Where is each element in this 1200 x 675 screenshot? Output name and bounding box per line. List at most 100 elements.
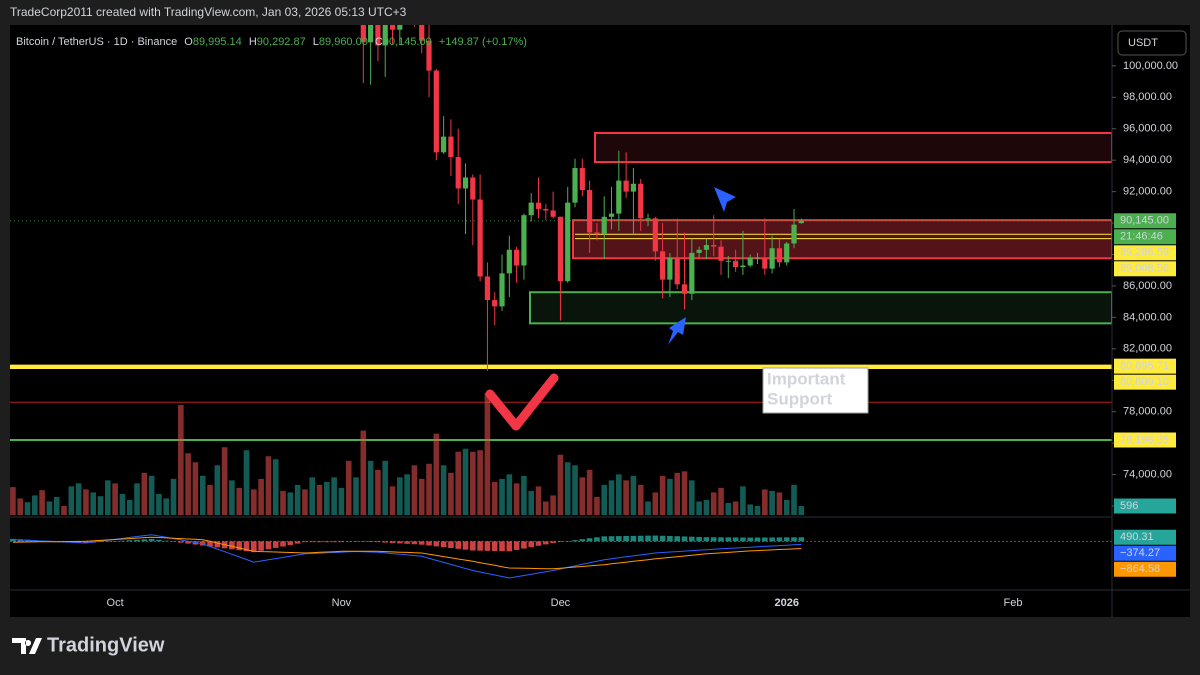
macd-histogram-bar — [331, 541, 337, 543]
macd-histogram-bar — [411, 541, 418, 545]
y-tick-label: 100,000.00 — [1123, 60, 1178, 72]
volume-bar — [156, 493, 162, 515]
volume-bar — [564, 462, 571, 515]
volume-bar — [148, 475, 155, 515]
volume-bar — [652, 492, 659, 515]
candle-body — [572, 168, 578, 203]
volume-bar — [360, 430, 367, 515]
macd-histogram-bar — [630, 535, 637, 542]
price-tag — [1114, 561, 1176, 577]
y-tick-label: 96,000.00 — [1123, 123, 1172, 135]
macd-histogram-bar — [462, 541, 469, 550]
macd-histogram-bar — [623, 535, 629, 542]
candle-body — [740, 265, 746, 268]
volume-bar — [170, 478, 177, 515]
currency-label[interactable]: USDT — [1128, 37, 1158, 49]
overlay: Important Support — [485, 187, 869, 431]
price-tag-label: 89,286.59 — [1120, 247, 1169, 259]
candle-body — [689, 252, 695, 294]
volume-bar — [61, 505, 67, 515]
candle-body — [535, 202, 542, 209]
volume-bar — [543, 501, 549, 515]
volume-bar — [732, 501, 739, 515]
x-tick-label: Oct — [107, 597, 124, 609]
macd-histogram-bar — [477, 541, 483, 551]
macd-histogram-bar — [470, 541, 476, 551]
currency-button-frame[interactable] — [1117, 30, 1187, 56]
volume-bar — [608, 480, 615, 515]
y-tick-label: 86,000.00 — [1123, 280, 1172, 292]
volume-bar — [535, 486, 542, 515]
price-tag — [1114, 229, 1176, 245]
macd-histogram-bar — [302, 541, 308, 543]
candle-body — [601, 216, 607, 235]
macd-histogram-bar — [557, 541, 564, 543]
y-tick-label: 92,000.00 — [1123, 186, 1172, 198]
volume-bar — [791, 484, 797, 515]
volume-bar — [316, 484, 323, 515]
volume-bar — [287, 492, 294, 515]
macd-histogram-bar — [645, 535, 651, 542]
candle-body — [645, 218, 651, 220]
ohlc-key: L — [313, 36, 319, 48]
macd-histogram-bar — [382, 541, 389, 543]
volume-bar — [119, 493, 126, 515]
zone — [594, 131, 1112, 164]
price-tag — [1114, 261, 1176, 277]
volume-bar — [710, 492, 717, 515]
volume-bar — [302, 489, 308, 515]
macd-histogram-bar — [243, 541, 250, 552]
price-pane — [10, 25, 1112, 515]
volume-bar — [229, 480, 235, 515]
volume-bar — [280, 490, 286, 515]
price-tag-label: 89,008.56 — [1120, 263, 1169, 275]
volume-bar — [178, 405, 184, 515]
candle-body — [784, 243, 790, 263]
macd-histogram-bar — [725, 537, 732, 542]
volume-bar — [448, 472, 454, 515]
volume-bar — [572, 465, 578, 515]
macd-histogram-bar — [674, 536, 681, 542]
candle-body — [433, 70, 439, 153]
candle-body — [616, 180, 622, 214]
volume-bar — [10, 487, 16, 515]
volume-bar — [484, 393, 491, 515]
macd-histogram-bar — [105, 541, 111, 542]
candle-body — [769, 248, 775, 269]
candle-body — [587, 190, 593, 233]
volume-bar — [243, 450, 250, 515]
volume-bar — [455, 451, 462, 515]
volume-bar — [39, 490, 45, 515]
ohlc-key: C — [375, 36, 383, 48]
zone — [529, 291, 1112, 325]
macd-histogram-bar — [667, 535, 673, 542]
volume-bar — [667, 478, 673, 515]
volume-bar — [674, 472, 681, 515]
volume-bar — [645, 501, 651, 515]
volume-bar — [762, 489, 768, 515]
candle-body — [382, 25, 388, 46]
y-tick-label: 98,000.00 — [1123, 91, 1172, 103]
macd-histogram-bar — [236, 541, 243, 551]
candle-body — [630, 183, 637, 192]
volume-bar — [418, 478, 425, 515]
candle-body — [477, 199, 483, 277]
footer-logo: TradingView — [12, 634, 165, 656]
macd-histogram-bar — [564, 541, 571, 542]
macd-histogram-bar — [214, 541, 221, 548]
candle-body — [674, 257, 680, 285]
macd-histogram-bar — [528, 541, 535, 548]
candle-body — [557, 216, 564, 282]
logo-icon — [12, 638, 42, 654]
macd-histogram-bar — [375, 541, 381, 543]
volume-bar — [258, 478, 264, 515]
currency-button[interactable]: USDT — [1117, 30, 1187, 56]
volume-bar — [470, 451, 476, 515]
volume-bar — [46, 501, 53, 515]
candle-body — [484, 276, 491, 301]
price-tag-label: 76,198.35 — [1120, 434, 1169, 446]
volume-bar — [769, 490, 775, 515]
macd-histogram-bar — [491, 541, 498, 551]
macd-histogram-bar — [448, 541, 454, 548]
